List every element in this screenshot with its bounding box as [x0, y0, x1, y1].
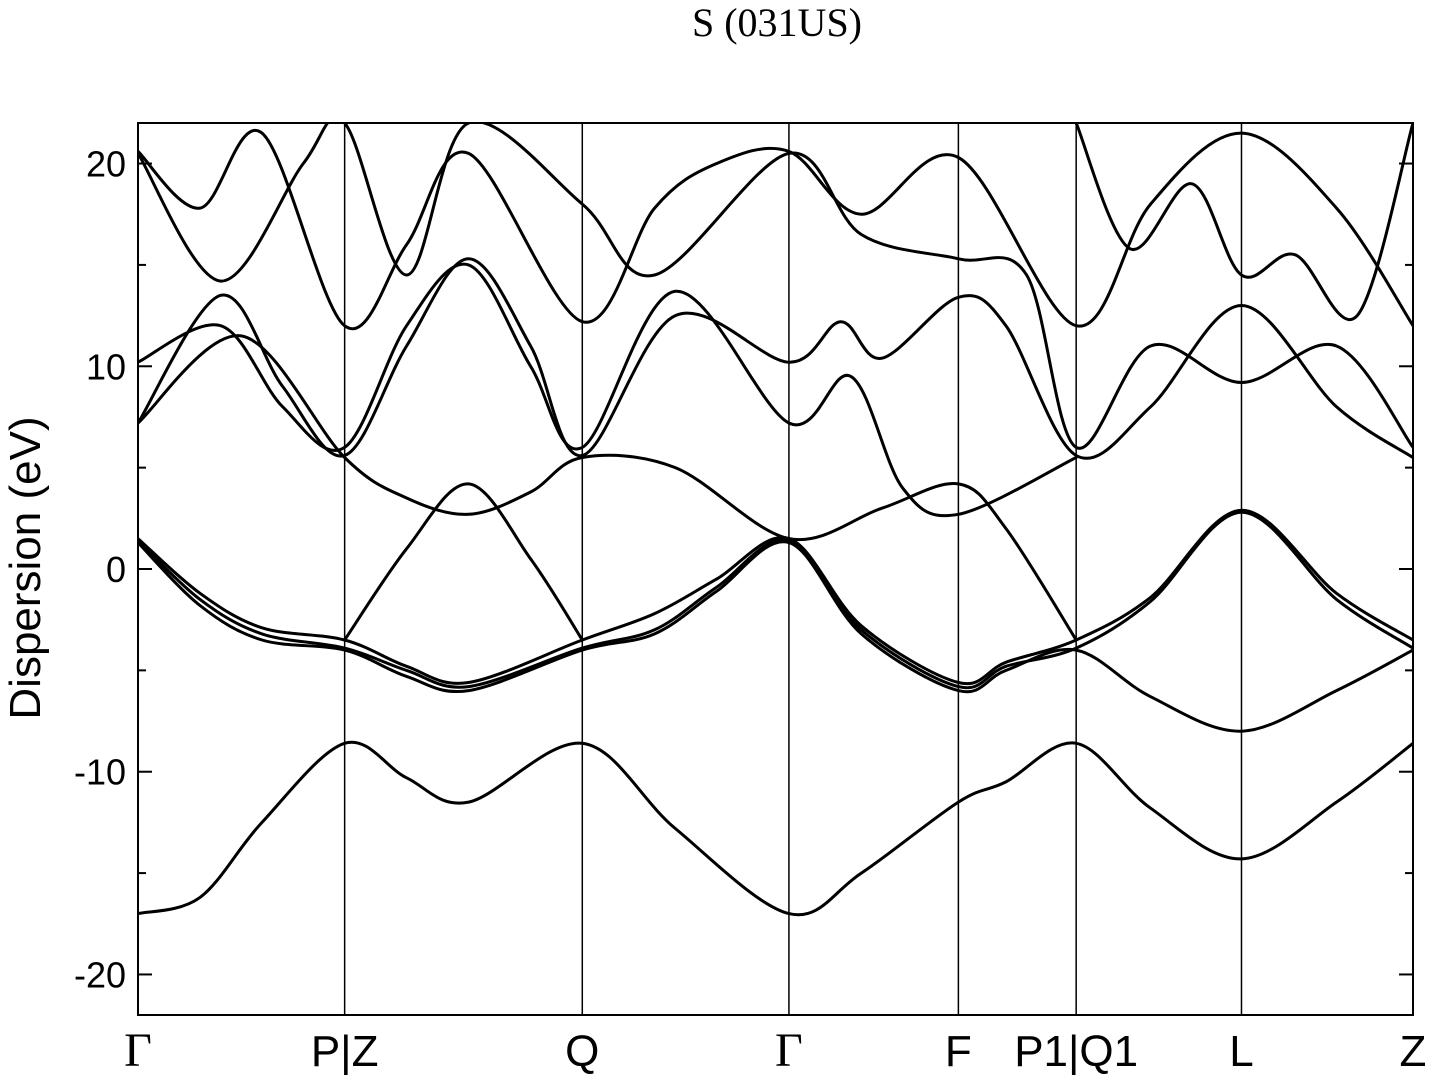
y-tick-label: -20: [74, 954, 126, 995]
x-axis-ticks: Γ P|Z Q Γ F P1|Q1 L Z: [124, 1024, 1426, 1077]
band-line: [138, 123, 1413, 450]
x-tick-label: P|Z: [311, 1027, 379, 1076]
y-tick-label: -10: [74, 752, 126, 793]
band-line: [1074, 123, 1413, 321]
band-line: [138, 334, 1078, 642]
band-line: [138, 262, 1078, 518]
x-tick-label: Z: [1400, 1027, 1427, 1076]
band-line: [138, 257, 1413, 460]
x-tick-label: P1|Q1: [1014, 1027, 1138, 1076]
kpoint-divider-lines: [343, 123, 1243, 1015]
band-line: [343, 482, 584, 642]
band-line: [138, 510, 1413, 690]
band-lines: [138, 123, 1413, 917]
y-axis-ticks: 20 10 0 -10 -20: [74, 144, 1413, 995]
chart-title: S (031US): [692, 0, 862, 45]
x-tick-label: Γ: [775, 1024, 803, 1077]
x-tick-label: F: [945, 1027, 972, 1076]
x-tick-label: Q: [565, 1027, 599, 1076]
plot-frame: [137, 122, 1414, 1016]
band-line: [138, 540, 1413, 733]
band-line: [138, 128, 1413, 331]
x-tick-label: Γ: [124, 1024, 152, 1077]
band-line: [138, 740, 1413, 917]
y-tick-label: 10: [86, 346, 126, 387]
y-axis-label: Dispersion (eV): [1, 416, 50, 719]
band-line: [138, 508, 1413, 686]
y-tick-label: 0: [106, 549, 126, 590]
x-tick-label: L: [1229, 1027, 1253, 1076]
y-tick-label: 20: [86, 144, 126, 185]
